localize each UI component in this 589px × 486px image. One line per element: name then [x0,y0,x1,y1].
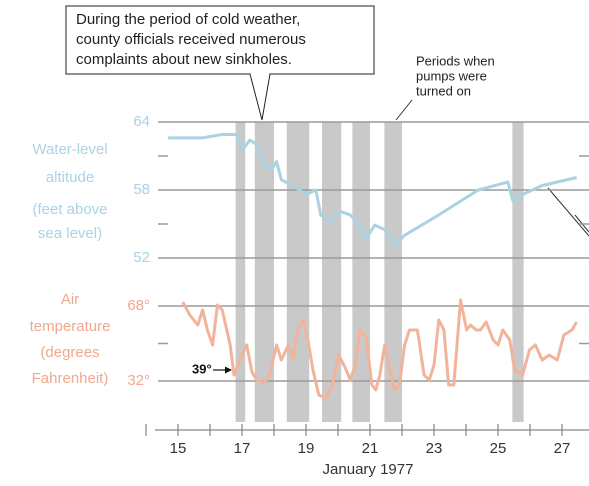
series-line [181,298,578,400]
x-axis-label: January 1977 [323,461,414,478]
annotation-arrowhead [225,366,232,374]
series-line [168,133,578,247]
y-tick-label: 32° [127,372,150,389]
pump-period [352,122,370,422]
y-axis-label: sea level) [38,225,102,242]
pump-note: Periods when [416,53,495,68]
pump-period [286,122,310,422]
y-tick-label: 68° [127,297,150,314]
pump-note: turned on [416,83,471,98]
pump-period [384,122,402,422]
annotation: 39° [192,361,212,376]
x-tick-label: 23 [426,440,443,457]
x-tick-label: 25 [490,440,507,457]
y-axis-label: (feet above [32,201,107,218]
x-tick-label: 19 [298,440,315,457]
callout-box [65,5,375,121]
pump-period [254,122,274,422]
x-tick-label: 17 [234,440,251,457]
x-tick-label: 21 [362,440,379,457]
callout-text: During the period of cold weather, [76,11,300,28]
y-tick-label: 58 [133,181,150,198]
leader-line [547,187,589,237]
pump-period [512,122,524,422]
pump-note: pumps were [416,68,487,83]
y-tick-label: 64 [133,113,150,130]
y-axis-label: altitude [46,169,94,186]
pump-period [322,122,342,422]
leader-line [395,99,413,121]
y-tick-label: 52 [133,249,150,266]
x-tick-label: 27 [554,440,571,457]
y-axis-label: temperature [30,318,111,335]
x-tick-label: 15 [170,440,187,457]
y-axis-label: Fahrenheit) [32,370,109,387]
callout-text: county officials received numerous [76,31,306,48]
callout [65,5,375,121]
callout-text: complaints about new sinkholes. [76,51,292,68]
y-axis-label: Water-level [32,141,107,158]
pump-period [235,122,246,422]
y-axis-label: (degrees [40,344,99,361]
y-axis-label: Air [61,291,79,308]
